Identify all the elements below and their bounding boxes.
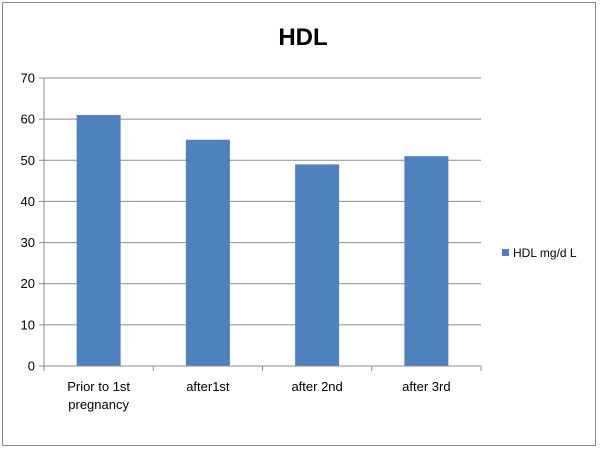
y-tick-label: 0 [28,359,35,374]
x-category-label: after1st [186,379,230,394]
y-tick-label: 30 [21,235,35,250]
legend-label: HDL mg/d L [513,246,577,260]
bar-4 [404,156,449,366]
bars [76,115,449,367]
x-axis-category-labels: Prior to 1st pregnancy after1st after 2nd af… [67,379,450,412]
y-tick-label: 70 [21,71,35,86]
y-axis-tick-labels: 0 10 20 30 40 50 60 70 [21,71,35,374]
x-category-label: after 3rd [402,379,450,394]
bar-3 [295,164,340,366]
chart-title: HDL [278,24,327,51]
bar-2 [185,139,230,366]
y-tick-label: 60 [21,112,35,127]
bar-1 [76,115,121,367]
y-tick-label: 20 [21,276,35,291]
x-category-label: Prior to 1st pregnancy [67,379,130,412]
y-tick-label: 10 [21,317,35,332]
x-category-label: after 2nd [291,379,342,394]
axes [39,77,482,371]
y-tick-label: 50 [21,153,35,168]
legend-swatch [502,249,509,256]
y-tick-label: 40 [21,194,35,209]
legend: HDL mg/d L [502,246,577,260]
